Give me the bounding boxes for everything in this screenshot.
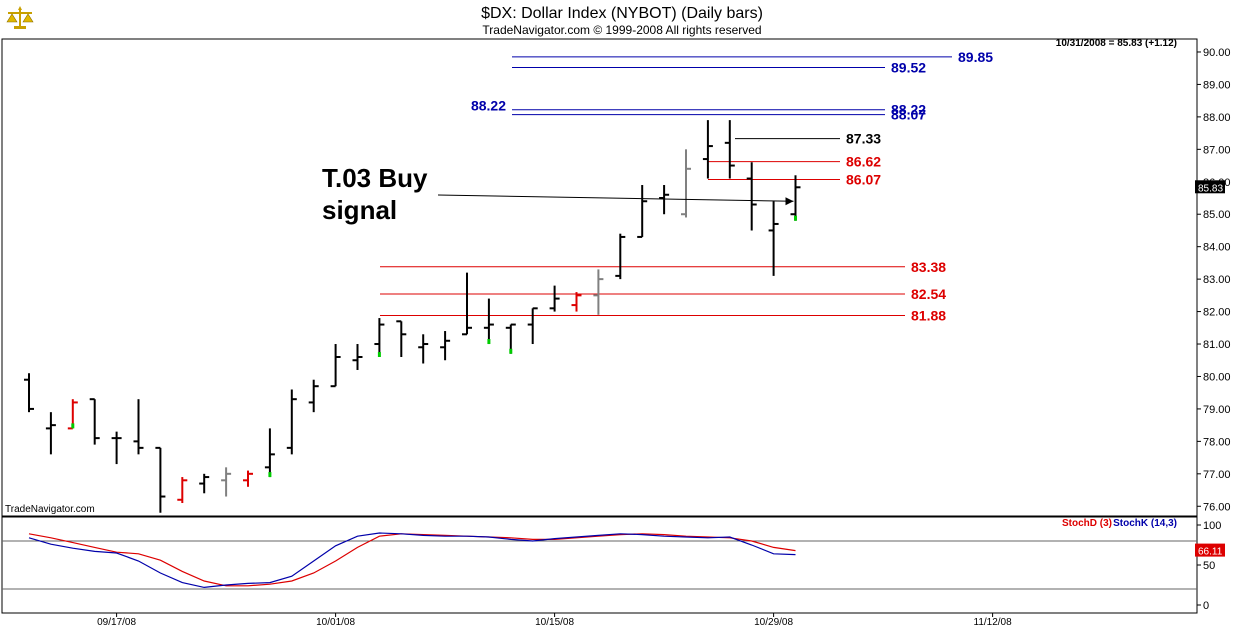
ohlc-bar xyxy=(418,334,429,364)
date-axis: 09/17/08 10/01/08 10/15/08 10/29/08 11/12/08 xyxy=(97,613,1012,628)
level-left-label: 88.22 xyxy=(471,98,506,114)
ohlc-bar xyxy=(790,175,801,221)
ohlc-bar xyxy=(24,373,34,413)
level-label: 86.62 xyxy=(846,154,881,170)
ohlc-bar xyxy=(89,398,100,445)
date-axis-label: 11/12/08 xyxy=(974,617,1013,628)
stoch-axis-label: 100 xyxy=(1203,520,1221,532)
annotation-arrow-line xyxy=(437,194,794,202)
ohlc-bar xyxy=(330,344,341,388)
stochd-line xyxy=(28,533,796,587)
ohlc-bar xyxy=(177,477,188,504)
stochk-line xyxy=(28,532,796,589)
stoch-axis-label: 50 xyxy=(1203,560,1215,572)
level-label: 89.52 xyxy=(891,60,926,76)
price-axis-label: 77.00 xyxy=(1203,469,1231,481)
annotation-text-line1: T.03 Buy xyxy=(322,163,428,193)
price-axis-label: 83.00 xyxy=(1203,274,1231,286)
level-label: 89.85 xyxy=(958,49,993,65)
ohlc-bar xyxy=(483,298,494,345)
stochastic-panel-frame xyxy=(1,516,1198,614)
price-axis-label: 79.00 xyxy=(1203,404,1231,416)
chart-subtitle: TradeNavigator.com © 1999-2008 All right… xyxy=(482,23,761,37)
ohlc-bar xyxy=(681,149,691,218)
stoch-legend-entry: StochD (3) xyxy=(1062,518,1112,529)
ohlc-bar xyxy=(308,379,319,413)
ohlc-bar xyxy=(352,344,363,370)
ohlc-bar xyxy=(243,470,253,487)
last-quote-label: 10/31/2008 = 85.83 (+1.12) xyxy=(1056,38,1177,49)
ohlc-bar xyxy=(133,399,144,455)
level-label: 82.54 xyxy=(911,286,946,302)
price-axis-label: 82.00 xyxy=(1203,307,1231,319)
price-axis-label: 84.00 xyxy=(1203,242,1231,254)
level-label: 88.22 xyxy=(891,102,926,118)
ohlc-bar xyxy=(593,269,604,315)
date-axis-label: 10/15/08 xyxy=(535,617,574,628)
last-price-label: 85.83 xyxy=(1198,183,1223,194)
annotation-arrow-head xyxy=(785,197,794,206)
ohlc-bar xyxy=(505,323,516,354)
price-axis-label: 87.00 xyxy=(1203,144,1231,156)
stoch-legend-entry: StochK (14,3) xyxy=(1113,518,1177,529)
ohlc-bar xyxy=(374,318,385,357)
ohlc-bar xyxy=(286,389,297,455)
price-axis-label: 88.00 xyxy=(1203,112,1231,124)
ohlc-bar xyxy=(702,120,713,179)
price-axis-label: 78.00 xyxy=(1203,436,1231,448)
date-axis-label: 09/17/08 xyxy=(97,617,136,628)
price-axis-label: 80.00 xyxy=(1203,371,1231,383)
scales-icon xyxy=(6,6,34,29)
ohlc-bar xyxy=(264,428,275,478)
level-label: 81.88 xyxy=(911,307,946,323)
level-label: 83.38 xyxy=(911,259,946,275)
ohlc-bar xyxy=(67,399,78,430)
price-panel-frame xyxy=(1,38,1198,517)
annotation-text-line2: signal xyxy=(322,195,397,225)
ohlc-bar xyxy=(45,412,56,455)
ohlc-bar xyxy=(724,120,735,179)
ohlc-bar xyxy=(527,307,538,345)
ohlc-bar xyxy=(571,292,582,312)
ohlc-bar xyxy=(746,162,757,231)
date-axis-label: 10/29/08 xyxy=(754,617,793,628)
stoch-last-box xyxy=(1195,543,1225,557)
ohlc-bar xyxy=(462,272,472,336)
chart-title: $DX: Dollar Index (NYBOT) (Daily bars) xyxy=(481,5,763,22)
ohlc-bar xyxy=(615,233,626,280)
ohlc-bar xyxy=(549,285,560,312)
stochastic-panel: 100 50 0 66.11 StochK (14,3)StochD (3) xyxy=(1,516,1225,614)
price-axis-label: 89.00 xyxy=(1203,79,1231,91)
ohlc-bar xyxy=(659,185,670,215)
ohlc-bar xyxy=(637,185,648,238)
price-axis-label: 90.00 xyxy=(1203,47,1231,59)
ohlc-bar xyxy=(396,320,407,357)
ohlc-bar xyxy=(440,331,451,361)
watermark: TradeNavigator.com xyxy=(5,504,95,515)
ohlc-bar xyxy=(111,431,122,465)
ohlc-bar xyxy=(768,201,779,276)
stoch-last-label: 66.11 xyxy=(1198,547,1223,558)
ohlc-bar xyxy=(199,473,210,494)
ohlc-bar xyxy=(155,446,166,513)
price-axis-label: 81.00 xyxy=(1203,339,1231,351)
price-panel: 90.0089.0088.0087.0086.0085.0084.0083.00… xyxy=(1,38,1231,517)
price-axis-label: 85.00 xyxy=(1203,209,1231,221)
last-price-box xyxy=(1195,180,1225,194)
level-label: 86.07 xyxy=(846,172,881,188)
level-label: 88.07 xyxy=(891,107,926,123)
ohlc-bar xyxy=(221,467,232,497)
stoch-axis-label: 0 xyxy=(1203,600,1209,612)
date-axis-label: 10/01/08 xyxy=(316,617,355,628)
level-label: 87.33 xyxy=(846,131,881,147)
price-axis-label: 76.00 xyxy=(1203,501,1231,513)
